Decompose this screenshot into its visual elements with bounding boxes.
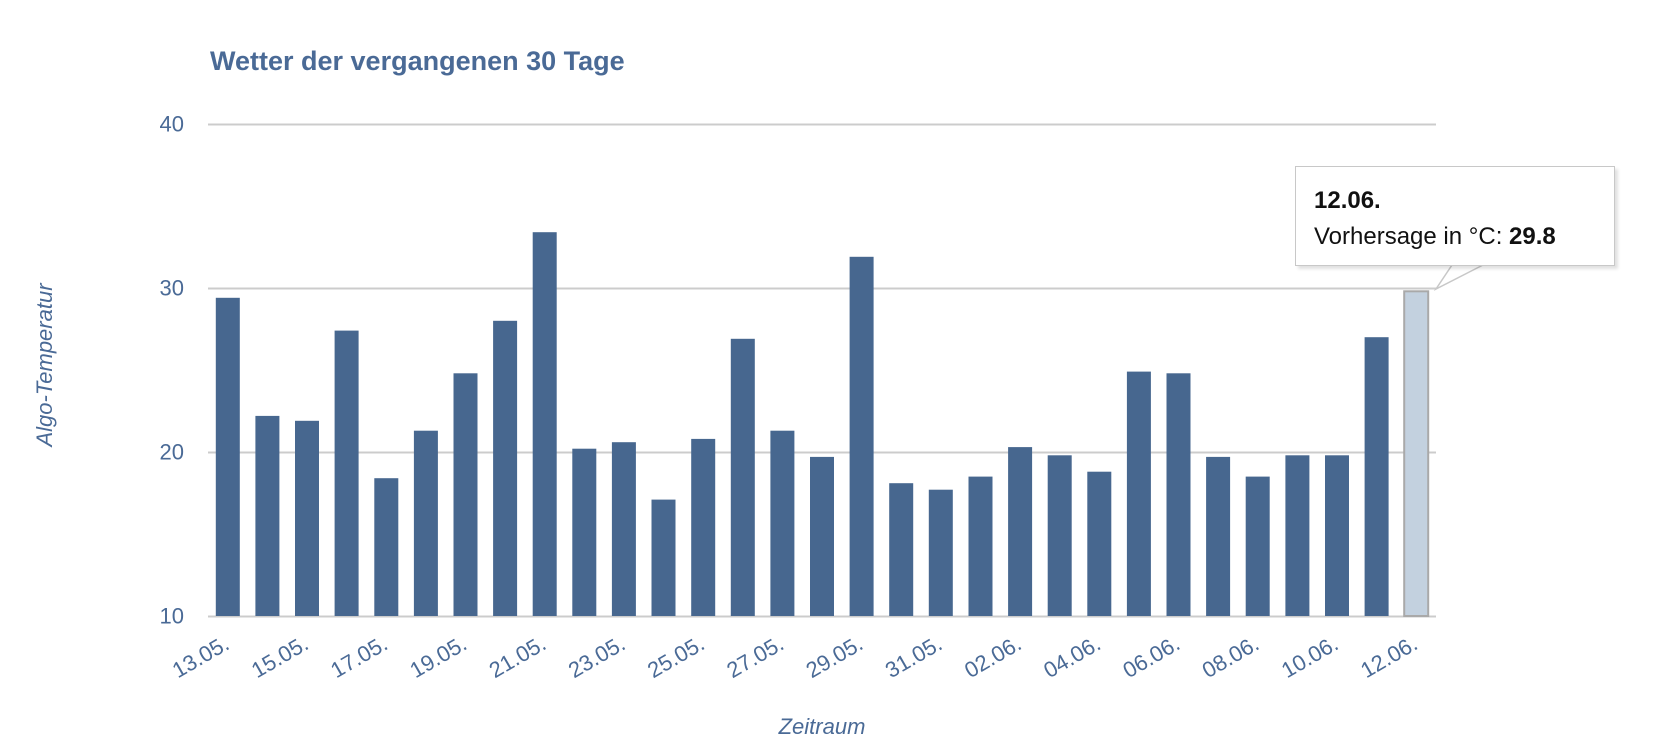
x-tick-label: 10.06. <box>1277 631 1342 683</box>
x-axis-title: Zeitraum <box>778 714 866 739</box>
bar-08.06.[interactable] <box>1245 476 1270 616</box>
x-tick-label: 06.06. <box>1119 631 1184 683</box>
tooltip-line: Vorhersage in °C: 29.8 <box>1314 219 1596 255</box>
bar-29.05.[interactable] <box>849 256 874 616</box>
x-tick-label: 21.05. <box>485 631 550 683</box>
x-tick-label: 25.05. <box>643 631 708 683</box>
x-tick-label: 31.05. <box>881 631 946 683</box>
tooltip-pointer-shape <box>1433 264 1484 291</box>
bar-07.06.[interactable] <box>1206 456 1231 616</box>
tooltip-date: 12.06. <box>1314 187 1381 214</box>
tooltip: 12.06. Vorhersage in °C: 29.8 <box>1295 166 1615 266</box>
bar-26.05.[interactable] <box>730 338 755 616</box>
x-tick-label: 27.05. <box>722 631 787 683</box>
bar-27.05.[interactable] <box>770 430 795 616</box>
bar-16.05.[interactable] <box>334 330 359 616</box>
x-tick-label: 17.05. <box>326 631 391 683</box>
x-tick-label: 04.06. <box>1039 631 1104 683</box>
x-tick-label: 15.05. <box>247 631 312 683</box>
x-tick-label: 19.05. <box>406 631 471 683</box>
bar-28.05.[interactable] <box>810 456 834 616</box>
chart-title: Wetter der vergangenen 30 Tage <box>210 46 625 76</box>
tooltip-value: 29.8 <box>1509 223 1556 250</box>
bar-21.05.[interactable] <box>532 232 557 616</box>
gridlines <box>208 123 1436 618</box>
y-tick-label: 20 <box>160 440 184 465</box>
bar-18.05.[interactable] <box>413 430 438 616</box>
x-tick-label: 12.06. <box>1356 631 1421 683</box>
bar-04.06.[interactable] <box>1087 471 1112 616</box>
bar-01.06.[interactable] <box>968 476 993 616</box>
y-tick-label: 30 <box>160 276 184 301</box>
bar-12.06.[interactable] <box>1403 290 1430 617</box>
bar-13.05.[interactable] <box>215 297 240 616</box>
x-tick-label: 08.06. <box>1198 631 1263 683</box>
x-axis-tick-labels: 13.05. 15.05. 17.05. 19.05. 21.05. 23.05. 25.0… <box>168 631 1422 683</box>
y-tick-label: 10 <box>160 604 184 629</box>
y-tick-label: 40 <box>160 112 184 137</box>
bar-09.06.[interactable] <box>1285 455 1310 616</box>
bar-19.05.[interactable] <box>453 373 478 616</box>
x-tick-label: 29.05. <box>802 631 867 683</box>
bar-31.05.[interactable] <box>928 489 953 616</box>
x-tick-label: 23.05. <box>564 631 629 683</box>
bar-11.06.[interactable] <box>1364 337 1389 616</box>
bar-14.05.[interactable] <box>255 415 280 616</box>
bar-15.05.[interactable] <box>295 420 319 616</box>
bar-series <box>215 232 1430 617</box>
tooltip-label: Vorhersage in °C: <box>1314 223 1510 250</box>
bar-30.05.[interactable] <box>889 483 914 616</box>
tooltip-pointer <box>1433 264 1484 291</box>
y-axis-tick-labels: 10 20 30 40 <box>160 112 184 629</box>
bar-03.06.[interactable] <box>1047 455 1072 616</box>
bar-20.05.[interactable] <box>493 320 518 616</box>
bar-05.06.[interactable] <box>1126 371 1151 616</box>
bar-23.05.[interactable] <box>611 442 636 616</box>
bar-24.05.[interactable] <box>651 499 676 616</box>
bar-02.06.[interactable] <box>1008 447 1033 616</box>
bar-06.06.[interactable] <box>1166 373 1191 616</box>
x-tick-label: 02.06. <box>960 631 1025 683</box>
bar-22.05.[interactable] <box>572 448 597 616</box>
bar-25.05.[interactable] <box>691 438 716 616</box>
x-tick-label: 13.05. <box>168 631 233 683</box>
bar-17.05.[interactable] <box>374 478 399 616</box>
bar-10.06.[interactable] <box>1325 455 1349 616</box>
